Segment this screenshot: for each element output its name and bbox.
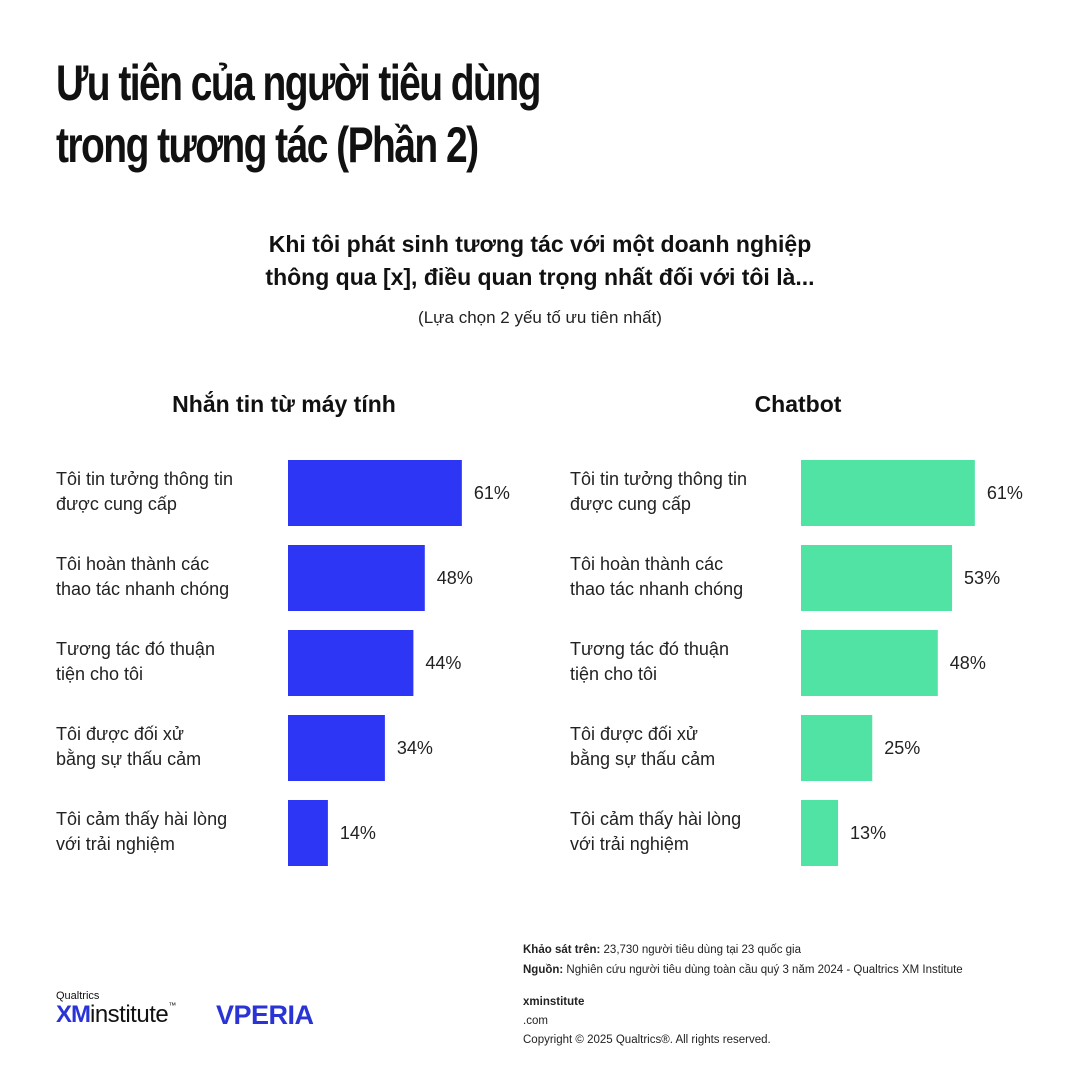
desktop-category-label-3-line-1: Tương tác đó thuận [56,639,215,659]
desktop-bar-3 [288,630,414,696]
chatbot-bar-4 [801,715,873,781]
chatbot-bar-3 [801,630,938,696]
chatbot-category-label-2-line-1: Tôi hoàn thành các [570,554,723,574]
source-label: Nguồn: [523,964,564,976]
chatbot-bar-2 [801,545,953,611]
desktop-value-label-5: 14% [340,823,376,843]
institute-logo-text: institute [90,1001,169,1028]
footer-copyright: xminstitute .com Copyright © 2025 Qualtri… [523,993,771,1050]
desktop-category-label-2-line-2: thao tác nhanh chóng [56,579,229,599]
xm-logo-mark: XM [56,1001,91,1028]
chatbot-category-label-1-line-2: được cung cấp [570,494,691,514]
footer-source: Khảo sát trên: 23,730 người tiêu dùng tạ… [523,940,963,980]
title-line-1: Ưu tiên của người tiêu dùng [56,55,541,111]
desktop-category-label-2-line-1: Tôi hoàn thành các [56,554,209,574]
chatbot-category-label-4-line-1: Tôi được đối xử [570,724,698,744]
charts-area: 61% Tôi tin tưởng thông tin được cung cấp 4… [56,460,1023,866]
chatbot-category-label-3-line-2: tiện cho tôi [570,664,657,684]
site-rest: .com [523,1015,548,1027]
chatbot-category-label-1-line-1: Tôi tin tưởng thông tin [570,469,747,489]
chatbot-value-label-4: 25% [884,738,920,758]
survey-text: 23,730 người tiêu dùng tại 23 quốc gia [600,944,801,956]
chatbot-category-label-2-line-2: thao tác nhanh chóng [570,579,743,599]
vperia-logo: VPERIA [216,1000,314,1030]
desktop-value-label-4: 34% [397,738,433,758]
chatbot-category-label-5-line-1: Tôi cảm thấy hài lòng [570,809,741,829]
desktop-bar-4 [288,715,385,781]
source-text: Nghiên cứu người tiêu dùng toàn cầu quý … [563,964,963,976]
chatbot-value-label-5: 13% [850,823,886,843]
survey-label: Khảo sát trên: [523,944,601,956]
chatbot-chart-title: Chatbot [754,391,842,417]
desktop-value-label-2: 48% [437,568,473,588]
xm-institute-logo: XMinstitute™ [56,1001,176,1029]
chatbot-category-label-4-line-2: bằng sự thấu cảm [570,748,715,769]
page-title: Ưu tiên của người tiêu dùng trong tương … [56,52,541,176]
qualtrics-logo-text: Qualtrics [56,990,100,1002]
trademark-mark: ™ [168,1001,177,1010]
title-line-2: trong tương tác (Phần 2) [56,117,479,173]
desktop-category-label-1-line-2: được cung cấp [56,494,177,514]
desktop-value-label-3: 44% [425,653,461,673]
desktop-bar-1 [288,460,462,526]
desktop-category-label-3-line-2: tiện cho tôi [56,664,143,684]
chatbot-value-label-1: 61% [987,483,1023,503]
desktop-category-label-1-line-1: Tôi tin tưởng thông tin [56,469,233,489]
desktop-bar-5 [288,800,328,866]
site-bold: xminstitute [523,996,585,1008]
question-note: (Lựa chọn 2 yếu tố ưu tiên nhất) [418,308,662,327]
desktop-bar-2 [288,545,425,611]
chatbot-category-label-3-line-1: Tương tác đó thuận [570,639,729,659]
copyright-text: Copyright © 2025 Qualtrics®. All rights … [523,1034,771,1046]
chatbot-category-label-5-line-2: với trải nghiệm [570,834,689,854]
question-line-2: thông qua [x], điều quan trọng nhất đối … [265,264,815,290]
chatbot-bar-1 [801,460,975,526]
question-line-1: Khi tôi phát sinh tương tác với một doan… [268,231,812,257]
question-text: Khi tôi phát sinh tương tác với một doan… [0,228,1080,294]
chatbot-bar-5 [801,800,839,866]
desktop-chart-title: Nhắn tin từ máy tính [172,391,396,417]
chatbot-value-label-3: 48% [950,653,986,673]
desktop-category-label-4-line-1: Tôi được đối xử [56,724,184,744]
desktop-category-label-4-line-2: bằng sự thấu cảm [56,748,201,769]
desktop-category-label-5-line-2: với trải nghiệm [56,834,175,854]
desktop-category-label-5-line-1: Tôi cảm thấy hài lòng [56,809,227,829]
desktop-value-label-1: 61% [474,483,510,503]
chatbot-value-label-2: 53% [964,568,1000,588]
